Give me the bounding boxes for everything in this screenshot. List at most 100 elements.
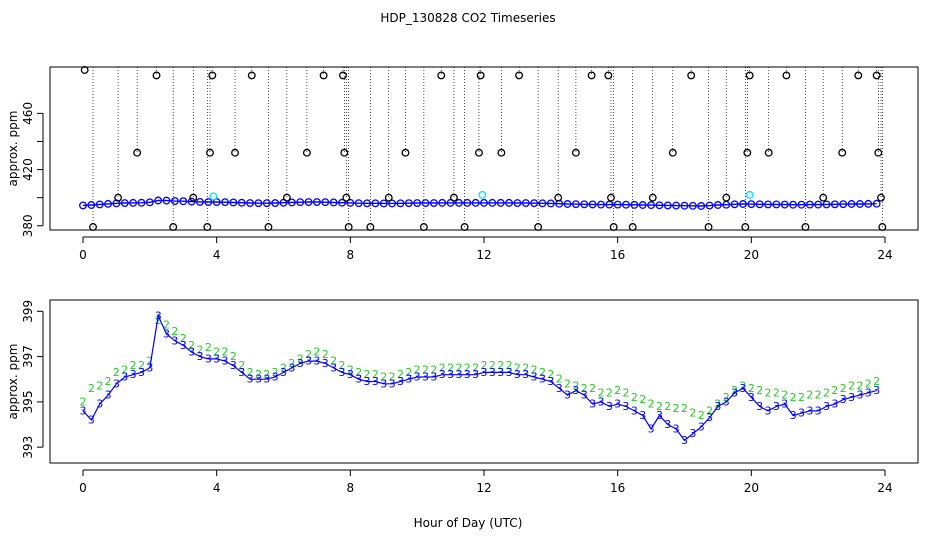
series-3-point: 3 [823,400,830,413]
series-3-point: 3 [113,377,120,390]
y-tick-label: 399 [21,300,35,323]
series-2-point: 2 [539,366,546,379]
black-point [874,148,883,157]
figure-title: HDP_130828 CO2 Timeseries [380,11,555,25]
series-2-point: 2 [739,380,746,393]
series-2-point: 2 [614,384,621,397]
series-3-point: 3 [297,357,304,370]
blue-point [705,201,714,210]
black-point [571,148,580,157]
series-2-point: 2 [522,361,529,374]
cyan-series [209,190,754,201]
black-point [854,71,863,80]
series-2-point: 2 [831,384,838,397]
x-tick-label: 24 [877,481,892,495]
x-tick-label: 12 [476,481,491,495]
blue-point [839,200,848,209]
black-point [302,148,311,157]
series-2-point: 2 [806,389,813,402]
series-3-point: 3 [288,361,295,374]
series-2-point: 2 [439,361,446,374]
series-2-point: 2 [222,346,229,359]
blue-point [814,200,823,209]
black-point [704,223,713,231]
series-3-point: 3 [171,334,178,347]
x-axis: 0 4 8 12 16 20 24 [79,236,893,262]
series-2-point: 2 [765,386,772,399]
series-2-point: 2 [397,368,404,381]
blue-point [488,198,497,207]
series-2-point: 2 [155,314,162,327]
series-2-point: 2 [748,382,755,395]
series-3-point: 3 [464,368,471,381]
baseline-line [82,199,877,207]
series-2-point: 2 [589,382,596,395]
black-point [342,193,351,202]
series-2-point: 2 [247,366,254,379]
black-point [476,71,485,80]
series-3-point: 3 [255,373,262,386]
series-3-point: 3 [138,366,145,379]
series-3-point: 3 [397,375,404,388]
series-3-point: 3 [806,404,813,417]
series-3-point: 3 [481,366,488,379]
black-point [604,71,613,80]
blue-point [413,199,422,207]
series-2-point: 2 [347,364,354,377]
series-3-point: 3 [739,382,746,395]
series-2-point: 2 [756,384,763,397]
y-tick-label: 397 [21,345,35,368]
blue-point [663,201,672,210]
series-2-point: 2 [138,359,145,372]
series-2-point: 2 [815,389,822,402]
black-point [460,223,469,231]
black-point [877,193,885,202]
blue-point [822,200,831,209]
series-3-point: 3 [121,370,128,383]
series-2-point: 2 [597,386,604,399]
blue-point [421,199,430,207]
black-point [743,148,752,157]
black-point [878,223,887,231]
series-3-point: 3 [865,386,872,399]
series-2-point: 2 [464,361,471,374]
series-2-point: 2 [856,380,863,393]
blue-point [329,198,338,207]
black-point [668,148,677,157]
black-point [449,193,458,202]
blue-point [855,200,864,208]
black-point [319,71,328,80]
black-point [133,148,142,157]
series-3-point: 3 [748,391,755,404]
series-3-point: 3 [96,398,103,411]
y-tick-label: 380 [21,214,35,237]
series-3-point: 3 [856,389,863,402]
black-point [401,148,410,157]
series-2-point: 2 [840,382,847,395]
y-axis-label: approx. ppm [6,344,20,420]
series-3-point: 3 [205,352,212,365]
series-3-point: 3 [765,404,772,417]
blue-point [221,198,229,207]
series-3-point: 3 [380,377,387,390]
series-2-point: 2 [230,350,237,363]
black-point [554,193,563,202]
black-point [741,223,750,231]
blue-point [304,198,313,206]
series-3-point: 3 [188,346,195,359]
series-3-point: 3 [689,427,696,440]
series-3-point: 3 [522,368,529,381]
series-3-point: 3 [389,377,396,390]
blue-point [630,200,639,209]
series-3-point: 3 [723,395,730,408]
blue-point [363,199,371,208]
blue-point [505,198,514,207]
series-2-point: 2 [547,368,554,381]
blue-point [613,200,622,209]
blue-point [429,199,438,207]
x-axis: 0 4 8 12 16 20 24 [79,469,893,495]
series-3-point: 3 [180,339,187,352]
blue-point [713,201,722,209]
plot-frame [49,66,919,231]
black-point [607,193,615,202]
